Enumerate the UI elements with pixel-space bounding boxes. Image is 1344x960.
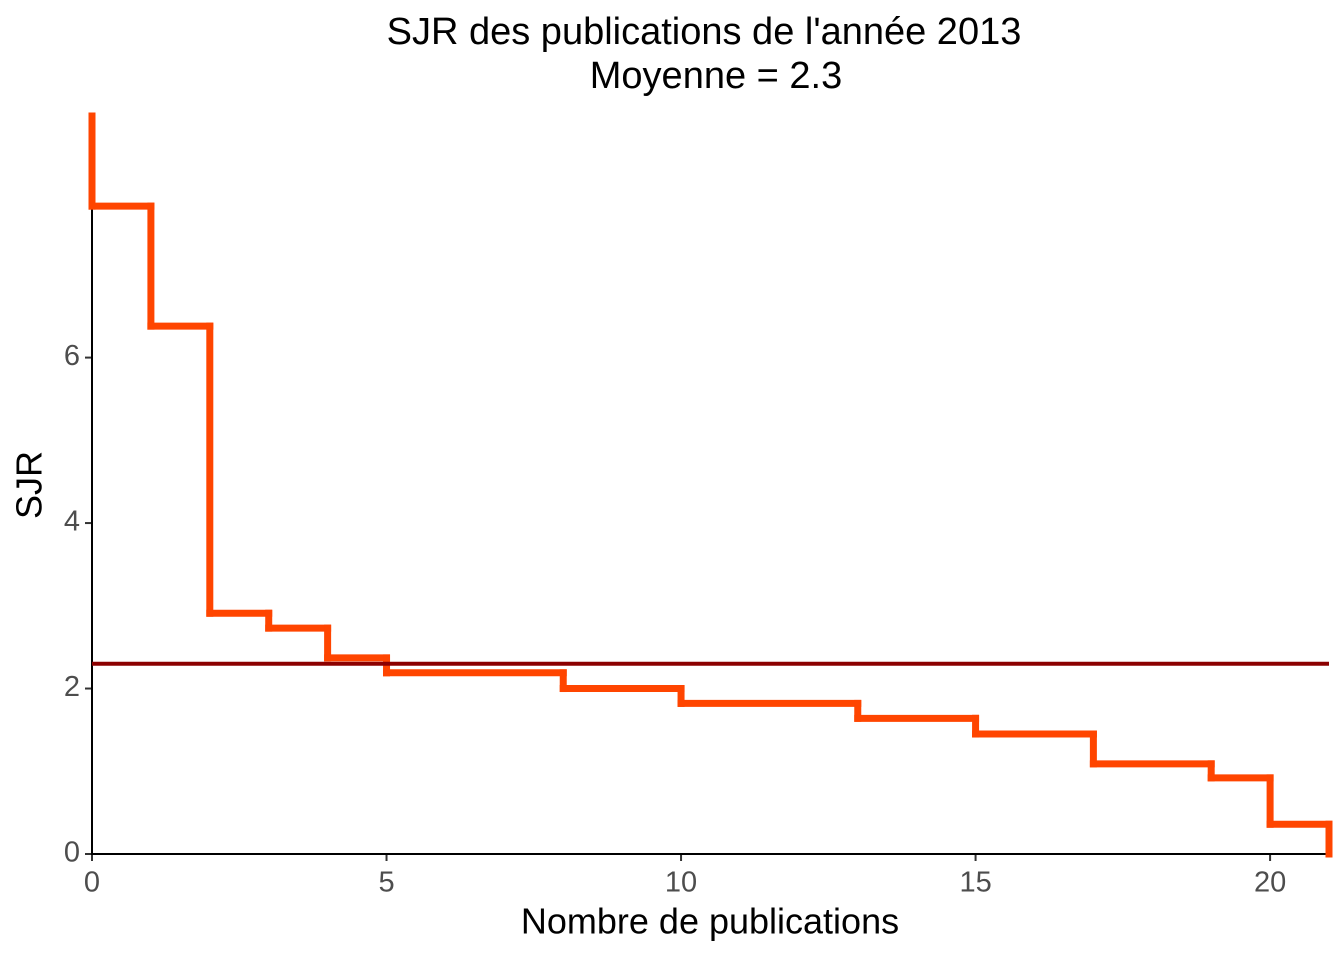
y-tick-label: 4	[64, 506, 80, 538]
x-tick-label: 0	[84, 867, 100, 899]
x-tick-label: 20	[1254, 867, 1286, 899]
x-tick-label: 10	[665, 867, 697, 899]
y-tick-label: 0	[64, 837, 80, 869]
chart-title: SJR des publications de l'année 2013	[387, 11, 1022, 53]
x-tick-label: 5	[378, 867, 394, 899]
y-axis-title: SJR	[9, 451, 50, 519]
x-tick-label: 15	[959, 867, 991, 899]
y-tick-label: 2	[64, 671, 80, 703]
x-axis-title: Nombre de publications	[521, 901, 899, 942]
y-tick-label: 6	[64, 340, 80, 372]
chart-subtitle: Moyenne = 2.3	[590, 55, 842, 97]
